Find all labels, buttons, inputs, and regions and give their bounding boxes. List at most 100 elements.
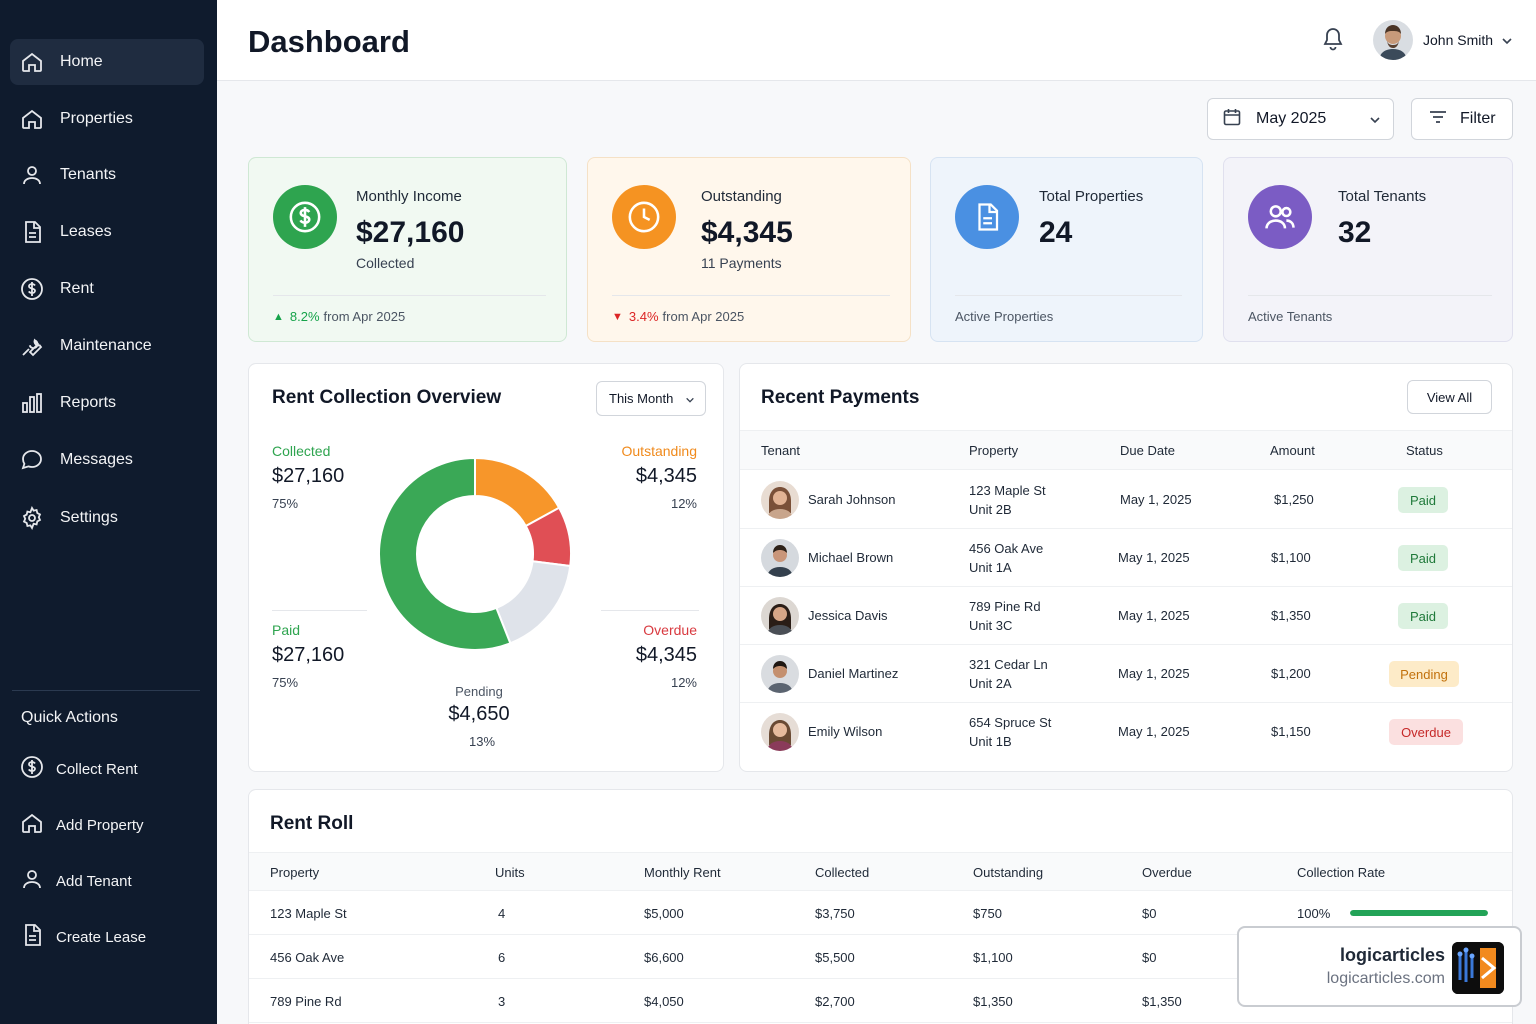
top-header: Dashboard John Smith (217, 0, 1536, 81)
sidebar-item-messages[interactable]: Messages (10, 437, 204, 483)
sidebar-item-settings[interactable]: Settings (10, 495, 204, 541)
legend-label: Collected (272, 443, 331, 459)
filter-button[interactable]: Filter (1411, 98, 1513, 140)
column-header[interactable]: Collection Rate (1297, 865, 1386, 880)
sidebar-item-label: Home (60, 53, 103, 70)
quick-action-collect-rent[interactable]: Collect Rent (10, 746, 204, 792)
sidebar-item-leases[interactable]: Leases (10, 209, 204, 255)
document-icon (955, 185, 1019, 249)
legend-label: Outstanding (621, 443, 698, 459)
overdue: $0 (1142, 906, 1157, 921)
stat-value: 24 (1039, 216, 1073, 249)
sidebar-item-tenants[interactable]: Tenants (10, 152, 204, 198)
property-name: 789 Pine Rd (270, 994, 342, 1009)
sidebar-item-rent[interactable]: Rent (10, 266, 204, 312)
chevron-down-icon[interactable] (1501, 34, 1513, 52)
sidebar-item-label: Tenants (60, 166, 117, 183)
donut-chart (379, 456, 572, 651)
stat-card-total-tenants: Total Tenants 32 Active Tenants (1223, 157, 1513, 342)
table-row[interactable]: Jessica Davis 789 Pine Rd Unit 3C May 1,… (740, 587, 1512, 645)
column-header[interactable]: Amount (1270, 443, 1315, 458)
tenant-name: Sarah Johnson (808, 492, 896, 507)
quick-action-add-tenant[interactable]: Add Tenant (10, 858, 204, 904)
collected: $2,700 (815, 994, 855, 1009)
table-row[interactable]: Emily Wilson 654 Spruce St Unit 1B May 1… (740, 703, 1512, 761)
stat-value: 32 (1338, 216, 1372, 249)
divider (273, 295, 546, 296)
quick-action-label: Add Tenant (56, 872, 132, 890)
property-unit: Unit 2A (969, 676, 1012, 691)
period-label: This Month (609, 391, 674, 406)
sidebar-item-properties[interactable]: Properties (10, 96, 204, 142)
user-icon (20, 163, 44, 187)
sidebar-item-label: Leases (60, 223, 112, 240)
units: 3 (498, 994, 506, 1009)
column-header[interactable]: Overdue (1142, 865, 1192, 880)
column-header[interactable]: Outstanding (973, 865, 1044, 880)
date-picker-button[interactable]: May 2025 (1207, 98, 1394, 140)
column-header[interactable]: Property (270, 865, 320, 880)
stat-change: ▲ 8.2% from Apr 2025 (273, 309, 405, 324)
calendar-icon (1222, 107, 1242, 132)
sidebar-item-home[interactable]: Home (10, 39, 204, 85)
change-percent: 3.4% (628, 309, 659, 324)
avatar[interactable] (1373, 20, 1413, 60)
legend-paid: Paid $27,160 75% (272, 622, 344, 690)
monthly-rent: $6,600 (644, 950, 684, 965)
legend-percent: 12% (670, 675, 697, 690)
column-header[interactable]: Monthly Rent (644, 865, 721, 880)
clock-icon (612, 185, 676, 249)
bell-icon[interactable] (1321, 26, 1347, 54)
table-row[interactable]: 789 Pine Rd 3 $4,050 $2,700 $1,350 $1,35… (249, 979, 1512, 1023)
view-all-button[interactable]: View All (1407, 380, 1492, 414)
units: 6 (498, 950, 506, 965)
rent-collection-panel: Rent Collection Overview This Month Coll… (248, 363, 724, 772)
logicarticles-logo-icon (1452, 942, 1504, 994)
dollar-icon (20, 277, 44, 301)
collection-progress-bar (1350, 910, 1488, 916)
donut-slice-collected[interactable] (379, 456, 512, 651)
column-header[interactable]: Property (969, 443, 1019, 458)
amount: $1,250 (1274, 492, 1314, 507)
quick-action-create-lease[interactable]: Create Lease (10, 914, 204, 960)
sidebar-item-maintenance[interactable]: Maintenance (10, 323, 204, 369)
stat-value: $4,345 (701, 216, 793, 249)
property-unit: Unit 2B (969, 502, 1012, 517)
chevron-down-icon (1369, 113, 1381, 131)
column-header[interactable]: Status (1406, 443, 1443, 458)
amount: $1,150 (1271, 724, 1311, 739)
sidebar-item-label: Messages (60, 451, 133, 468)
legend-value: $27,160 (272, 644, 345, 666)
outstanding: $1,100 (973, 950, 1013, 965)
document-icon (20, 923, 44, 952)
divider (955, 295, 1182, 296)
table-row[interactable]: Sarah Johnson 123 Maple St Unit 2B May 1… (740, 471, 1512, 529)
chevron-down-icon (686, 397, 694, 403)
table-row[interactable]: 456 Oak Ave 6 $6,600 $5,500 $1,100 $0 (249, 935, 1512, 979)
column-header[interactable]: Tenant (761, 443, 801, 458)
table-row[interactable]: Michael Brown 456 Oak Ave Unit 1A May 1,… (740, 529, 1512, 587)
due-date: May 1, 2025 (1118, 550, 1190, 565)
status-badge: Paid (1398, 487, 1448, 513)
sidebar-item-label: Properties (60, 110, 133, 127)
user-icon (20, 867, 44, 896)
user-name[interactable]: John Smith (1423, 32, 1494, 48)
monthly-rent: $5,000 (644, 906, 684, 921)
column-header[interactable]: Collected (815, 865, 870, 880)
column-header[interactable]: Due Date (1120, 443, 1175, 458)
property-unit: Unit 3C (969, 618, 1013, 633)
donut-slice-pending[interactable] (495, 560, 572, 645)
home-icon (20, 811, 44, 840)
units: 4 (498, 906, 506, 921)
sidebar-item-reports[interactable]: Reports (10, 380, 204, 426)
table-row[interactable]: Daniel Martinez 321 Cedar Ln Unit 2A May… (740, 645, 1512, 703)
period-select[interactable]: This Month (596, 381, 706, 416)
quick-action-add-property[interactable]: Add Property (10, 802, 204, 848)
panel-title: Rent Roll (270, 813, 354, 834)
status-badge: Paid (1398, 545, 1448, 571)
due-date: May 1, 2025 (1118, 666, 1190, 681)
property-address: 456 Oak Ave (969, 541, 1044, 556)
table-row[interactable]: 123 Maple St 4 $5,000 $3,750 $750 $0 100… (249, 891, 1512, 935)
column-header[interactable]: Units (495, 865, 525, 880)
filter-icon (1428, 107, 1448, 132)
